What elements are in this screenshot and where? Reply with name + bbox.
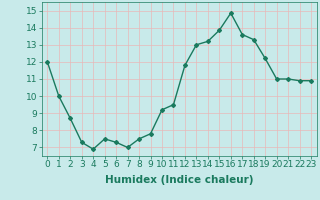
X-axis label: Humidex (Indice chaleur): Humidex (Indice chaleur)	[105, 175, 253, 185]
